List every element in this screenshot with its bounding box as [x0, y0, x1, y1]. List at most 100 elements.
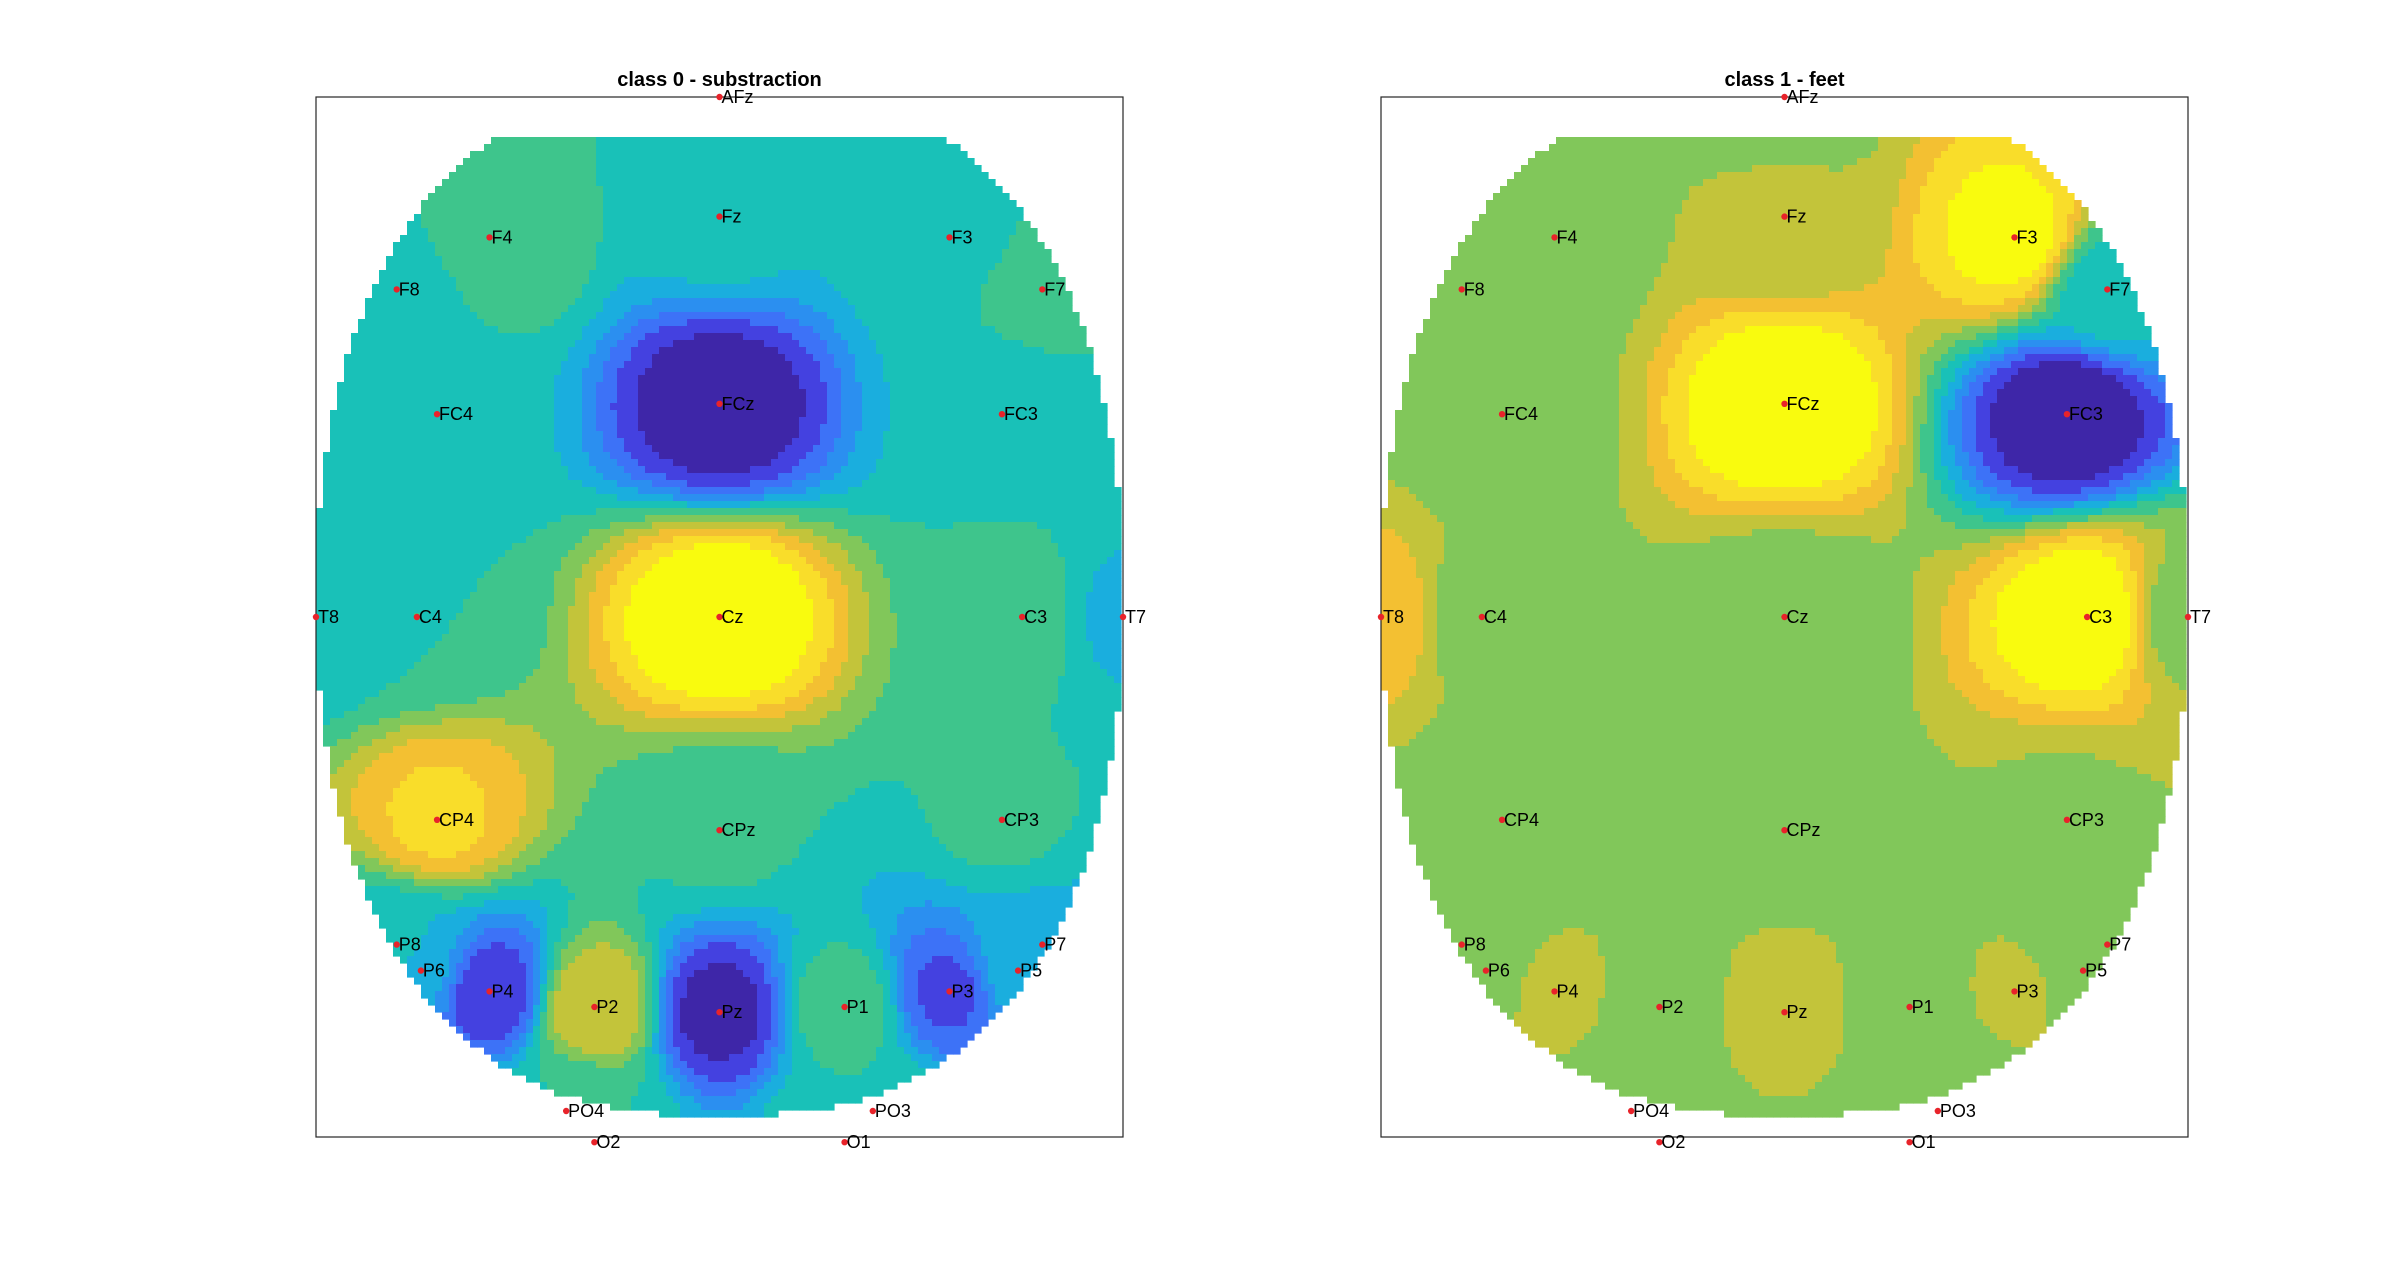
electrode-label-p5: P5 — [2085, 961, 2107, 981]
electrode-dot-p6 — [1482, 967, 1490, 974]
electrode-dot-po4 — [562, 1107, 570, 1115]
electrode-label-afz: AFz — [722, 87, 754, 107]
electrode-dot-f8 — [393, 286, 400, 293]
electrode-label-p7: P7 — [1044, 935, 1066, 955]
electrode-label-cpz: CPz — [1787, 820, 1821, 840]
electrode-dot-p3 — [2011, 988, 2018, 995]
electrode-label-po4: PO4 — [1633, 1101, 1669, 1121]
electrode-label-p4: P4 — [492, 981, 514, 1001]
electrode-dot-po4 — [1627, 1107, 1635, 1115]
electrode-label-p1: P1 — [1912, 997, 1934, 1017]
electrode-dot-p8 — [1458, 941, 1465, 948]
electrode-label-cz: Cz — [1787, 607, 1809, 627]
electrode-dot-t7 — [2184, 613, 2192, 621]
electrode-dot-t8 — [1377, 613, 1385, 621]
electrode-label-fz: Fz — [1787, 207, 1807, 227]
electrode-dot-fcz — [716, 400, 723, 407]
electrode-label-f7: F7 — [1044, 279, 1065, 299]
electrode-dot-o1 — [841, 1139, 848, 1146]
electrode-label-f3: F3 — [951, 227, 972, 247]
electrode-dot-cpz — [1781, 827, 1788, 834]
electrode-label-c3: C3 — [2089, 607, 2112, 627]
electrode-label-o1: O1 — [1912, 1132, 1936, 1152]
electrode-label-c4: C4 — [1484, 607, 1507, 627]
electrode-label-f4: F4 — [492, 227, 513, 247]
electrode-dot-fc4 — [1498, 411, 1506, 418]
electrode-dot-cp3 — [2063, 816, 2071, 823]
electrode-label-p6: P6 — [1488, 961, 1510, 981]
electrode-dot-f3 — [2011, 234, 2018, 241]
topoplot-class-0: class 0 - substraction AFz Fz F4 F3 F8 F7 FC4 F… — [312, 69, 1146, 1152]
electrode-label-p3: P3 — [951, 981, 973, 1001]
electrode-label-f3: F3 — [2016, 227, 2037, 247]
electrode-label-p3: P3 — [2016, 981, 2038, 1001]
electrode-label-p2: P2 — [1661, 997, 1683, 1017]
electrode-label-p5: P5 — [1020, 961, 1042, 981]
electrode-label-afz: AFz — [1787, 87, 1819, 107]
electrode-label-t7: T7 — [1125, 607, 1146, 627]
electrode-label-pz: Pz — [722, 1002, 743, 1022]
electrode-label-f8: F8 — [399, 279, 420, 299]
electrode-dot-p7 — [1039, 941, 1046, 948]
electrode-dot-p2 — [591, 1003, 598, 1011]
electrode-label-fcz: FCz — [1787, 394, 1820, 414]
electrode-dot-cp3 — [998, 816, 1006, 823]
electrode-label-fz: Fz — [722, 207, 742, 227]
electrode-label-p2: P2 — [596, 997, 618, 1017]
electrode-label-p6: P6 — [423, 961, 445, 981]
electrode-label-cp3: CP3 — [1004, 810, 1039, 830]
electrode-dot-cz — [1781, 613, 1788, 621]
electrode-label-t8: T8 — [318, 607, 339, 627]
electrode-label-fc4: FC4 — [439, 404, 473, 424]
electrode-label-cp4: CP4 — [1504, 810, 1539, 830]
electrode-dot-f3 — [946, 234, 953, 241]
electrode-label-p4: P4 — [1557, 981, 1579, 1001]
electrode-dot-o2 — [591, 1139, 598, 1146]
electrode-label-cp3: CP3 — [2069, 810, 2104, 830]
electrode-dot-po3 — [1934, 1107, 1942, 1115]
electrode-label-p8: P8 — [1464, 935, 1486, 955]
electrode-dot-t7 — [1119, 613, 1127, 621]
electrode-label-fc3: FC3 — [1004, 404, 1038, 424]
electrode-dot-c4 — [1478, 613, 1486, 621]
electrode-dot-p8 — [393, 941, 400, 948]
electrode-dot-po3 — [869, 1107, 877, 1115]
electrode-label-cp4: CP4 — [439, 810, 474, 830]
electrode-dot-p6 — [417, 967, 425, 974]
electrode-label-o1: O1 — [847, 1132, 871, 1152]
electrode-dot-fz — [1781, 213, 1788, 220]
electrode-dot-f7 — [2104, 286, 2111, 293]
electrode-label-fcz: FCz — [722, 394, 755, 414]
electrode-dot-p4 — [486, 988, 493, 995]
electrode-dot-cz — [716, 613, 723, 621]
electrode-dot-c3 — [2083, 613, 2091, 621]
electrode-dot-cp4 — [1498, 816, 1506, 823]
electrode-label-p1: P1 — [847, 997, 869, 1017]
electrode-dot-p3 — [946, 988, 953, 995]
electrode-label-o2: O2 — [1661, 1132, 1685, 1152]
contour-map-class-0 — [316, 137, 1122, 1118]
electrode-dot-p5 — [2079, 967, 2087, 974]
electrode-dot-p2 — [1656, 1003, 1663, 1011]
electrode-label-o2: O2 — [596, 1132, 620, 1152]
electrode-dot-p7 — [2104, 941, 2111, 948]
electrode-dot-f8 — [1458, 286, 1465, 293]
electrode-dot-f4 — [1551, 234, 1558, 241]
electrode-dot-fc3 — [2063, 411, 2071, 418]
electrode-label-cz: Cz — [722, 607, 744, 627]
electrode-dot-t8 — [312, 613, 320, 621]
electrode-label-p7: P7 — [2109, 935, 2131, 955]
electrode-dot-fz — [716, 213, 723, 220]
electrode-label-f8: F8 — [1464, 279, 1485, 299]
electrode-dot-p4 — [1551, 988, 1558, 995]
electrode-label-po3: PO3 — [875, 1101, 911, 1121]
electrode-dot-fc3 — [998, 411, 1006, 418]
electrode-dot-pz — [1781, 1009, 1788, 1016]
electrode-label-pz: Pz — [1787, 1002, 1808, 1022]
panel-title-class-0: class 0 - substraction — [617, 69, 822, 91]
electrode-label-po4: PO4 — [568, 1101, 604, 1121]
electrode-dot-f7 — [1039, 286, 1046, 293]
panel-title-class-1: class 1 - feet — [1724, 69, 1844, 91]
electrode-markers-class-0: AFz Fz F4 F3 F8 F7 FC4 FCz FC3 T8 C4 Cz C3 T7 CP4 CPz CP… — [312, 87, 1146, 1152]
